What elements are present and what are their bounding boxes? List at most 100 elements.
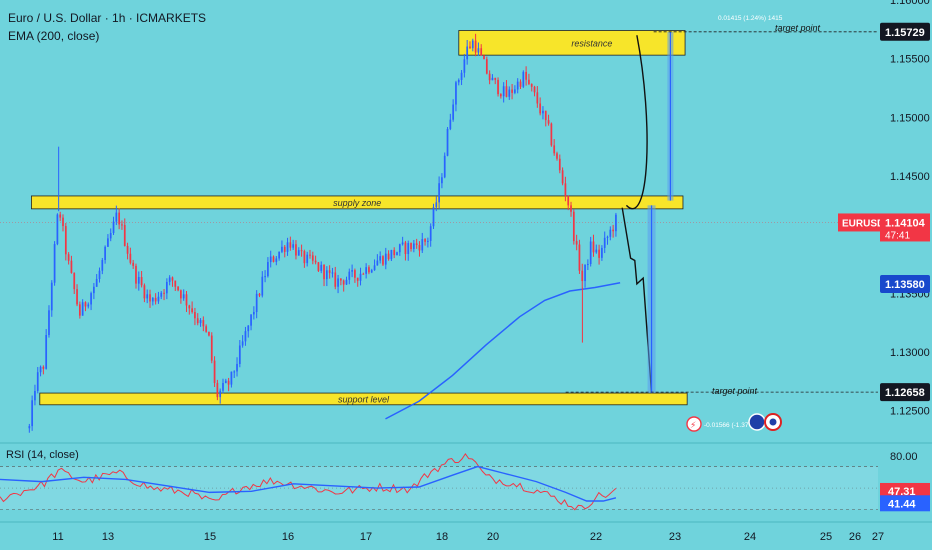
candle[interactable] (485, 59, 488, 74)
candle[interactable] (196, 318, 199, 324)
candle[interactable] (514, 89, 516, 93)
candle[interactable] (163, 292, 165, 294)
candle[interactable] (281, 246, 283, 252)
candle[interactable] (34, 390, 36, 401)
candle[interactable] (575, 241, 578, 245)
candle[interactable] (525, 71, 527, 80)
candle[interactable] (73, 272, 76, 290)
candle[interactable] (45, 335, 48, 369)
candle[interactable] (340, 278, 342, 281)
candle[interactable] (36, 372, 39, 391)
candle[interactable] (180, 290, 182, 299)
candles-layer[interactable] (28, 33, 617, 433)
candle[interactable] (292, 244, 295, 248)
candle[interactable] (151, 297, 154, 302)
candle[interactable] (252, 312, 255, 315)
candle[interactable] (219, 390, 222, 398)
candle[interactable] (469, 46, 471, 49)
candle[interactable] (334, 272, 337, 287)
candle[interactable] (365, 267, 367, 274)
candle[interactable] (261, 276, 264, 296)
candle[interactable] (286, 242, 289, 252)
candle[interactable] (547, 120, 550, 124)
candle[interactable] (578, 244, 581, 271)
candle[interactable] (393, 249, 396, 256)
candle[interactable] (275, 258, 278, 262)
candle[interactable] (429, 226, 432, 241)
candle[interactable] (247, 325, 250, 332)
candle[interactable] (404, 242, 407, 255)
candle[interactable] (191, 308, 193, 313)
candle[interactable] (474, 40, 477, 53)
candle[interactable] (471, 40, 474, 49)
candle[interactable] (550, 123, 553, 146)
candle[interactable] (376, 260, 379, 266)
candle[interactable] (199, 320, 202, 324)
candle[interactable] (586, 263, 589, 265)
candle[interactable] (213, 360, 216, 383)
candle[interactable] (370, 270, 373, 273)
candle[interactable] (272, 256, 275, 262)
candle[interactable] (387, 253, 390, 260)
candle[interactable] (499, 94, 502, 97)
candle[interactable] (441, 177, 443, 184)
candle[interactable] (373, 265, 376, 271)
candle[interactable] (359, 273, 362, 281)
target-upper-tag-bg[interactable] (880, 22, 930, 41)
eu-flag-icon[interactable] (748, 413, 766, 431)
candle[interactable] (325, 270, 328, 280)
candle[interactable] (572, 211, 575, 242)
candle[interactable] (449, 119, 452, 129)
candle[interactable] (438, 183, 440, 203)
candle[interactable] (70, 260, 73, 273)
candle[interactable] (87, 304, 90, 307)
candle[interactable] (222, 383, 224, 391)
candle[interactable] (154, 297, 157, 302)
candle[interactable] (95, 278, 98, 287)
candle[interactable] (123, 224, 126, 246)
candle[interactable] (567, 196, 570, 206)
candle[interactable] (283, 246, 286, 252)
candle[interactable] (300, 250, 303, 252)
candle[interactable] (208, 331, 210, 336)
candle[interactable] (53, 244, 56, 283)
candle[interactable] (171, 277, 174, 281)
candle[interactable] (67, 254, 70, 261)
candle[interactable] (76, 289, 78, 305)
candle[interactable] (93, 286, 95, 294)
candle[interactable] (415, 243, 418, 246)
symbol-tag-bg[interactable] (838, 213, 880, 232)
candle[interactable] (174, 280, 177, 287)
candle[interactable] (466, 46, 469, 60)
candle[interactable] (278, 251, 280, 259)
candle[interactable] (497, 79, 499, 95)
candle[interactable] (460, 72, 463, 80)
candle[interactable] (424, 239, 426, 242)
candle[interactable] (137, 277, 140, 284)
candle[interactable] (502, 86, 505, 97)
candle[interactable] (109, 233, 112, 239)
candle[interactable] (615, 214, 617, 232)
candle[interactable] (250, 314, 252, 326)
candle[interactable] (390, 249, 393, 260)
candle[interactable] (455, 82, 457, 105)
candle[interactable] (362, 273, 365, 275)
candle[interactable] (410, 243, 412, 250)
candle[interactable] (612, 229, 614, 232)
candle[interactable] (205, 326, 208, 332)
candle[interactable] (558, 158, 561, 171)
ema-tag-bg[interactable] (880, 274, 930, 293)
candle[interactable] (306, 254, 309, 264)
candle[interactable] (132, 262, 135, 266)
candle[interactable] (118, 212, 121, 225)
candle[interactable] (483, 55, 485, 60)
candle[interactable] (48, 310, 50, 336)
candle[interactable] (264, 276, 266, 278)
candle[interactable] (295, 244, 297, 256)
candle[interactable] (561, 170, 564, 184)
time-axis[interactable]: 11 13 15 16 17 18 20 22 23 24 25 26 27 (0, 521, 932, 543)
candle[interactable] (379, 256, 382, 261)
candle[interactable] (530, 84, 533, 87)
candle[interactable] (64, 226, 67, 255)
candle[interactable] (168, 277, 171, 282)
